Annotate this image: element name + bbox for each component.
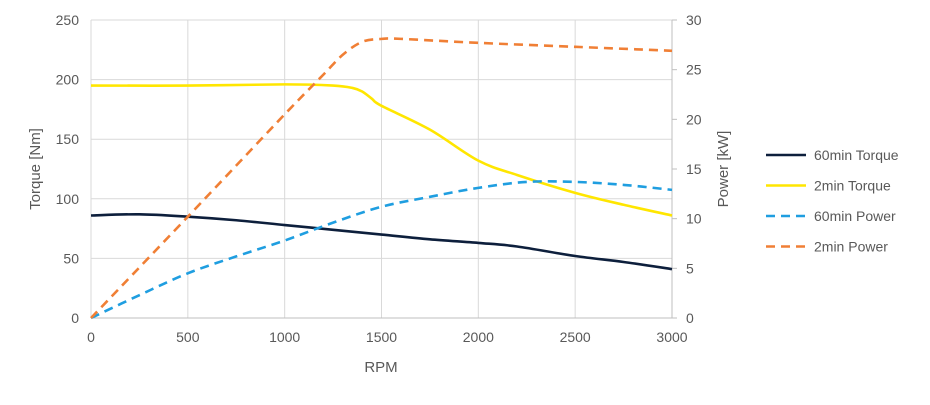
- series-line-2min-power: [90, 37, 673, 319]
- y-tick-label: 0: [71, 310, 79, 326]
- y2-tick-label: 30: [686, 12, 702, 28]
- y2-tick-label: 5: [686, 260, 694, 276]
- x-tick-label: 1500: [366, 329, 397, 345]
- y-tick-label: 150: [56, 131, 80, 147]
- legend: 60min Torque 2min Torque 60min Power 2min P…: [766, 147, 899, 255]
- y2-axis-label: Power [kW]: [715, 131, 732, 208]
- legend-label: 2min Torque: [814, 178, 891, 194]
- x-tick-label: 3000: [656, 329, 687, 345]
- x-axis-label: RPM: [364, 359, 397, 376]
- y-tick-label: 200: [56, 72, 80, 88]
- y2-tick-label: 15: [686, 161, 702, 177]
- y-axis-label: Torque [Nm]: [27, 128, 44, 210]
- y-tick-label: 100: [56, 191, 80, 207]
- legend-label: 60min Power: [814, 208, 896, 224]
- legend-label: 2min Power: [814, 239, 888, 255]
- series-line-60min-power: [90, 180, 673, 320]
- series-line-2min-torque: [90, 83, 673, 217]
- x-tick-label: 0: [87, 329, 95, 345]
- y2-tick-label: 20: [686, 111, 702, 127]
- y2-tick-label: 10: [686, 211, 702, 227]
- y2-tick-label: 0: [686, 310, 694, 326]
- x-tick-label: 1000: [269, 329, 300, 345]
- y2-tick-label: 25: [686, 62, 702, 78]
- x-tick-label: 2500: [560, 329, 591, 345]
- y-tick-label: 250: [56, 12, 80, 28]
- y-tick-label: 50: [63, 250, 79, 266]
- legend-label: 60min Torque: [814, 147, 899, 163]
- x-tick-label: 2000: [463, 329, 494, 345]
- x-tick-label: 500: [176, 329, 200, 345]
